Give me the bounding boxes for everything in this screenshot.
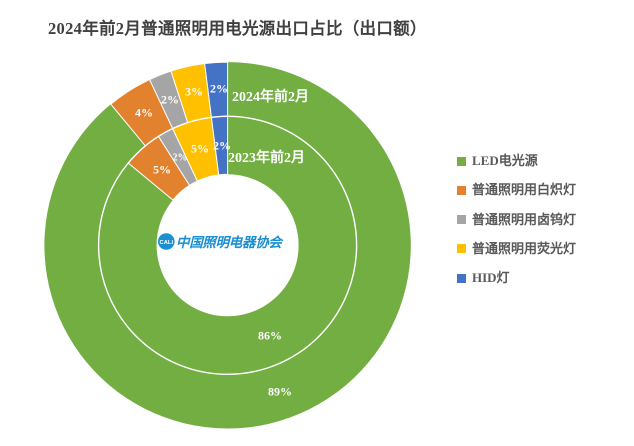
svg-text:中国照明电器协会: 中国照明电器协会 xyxy=(176,235,284,250)
svg-text:CALI: CALI xyxy=(160,240,174,246)
